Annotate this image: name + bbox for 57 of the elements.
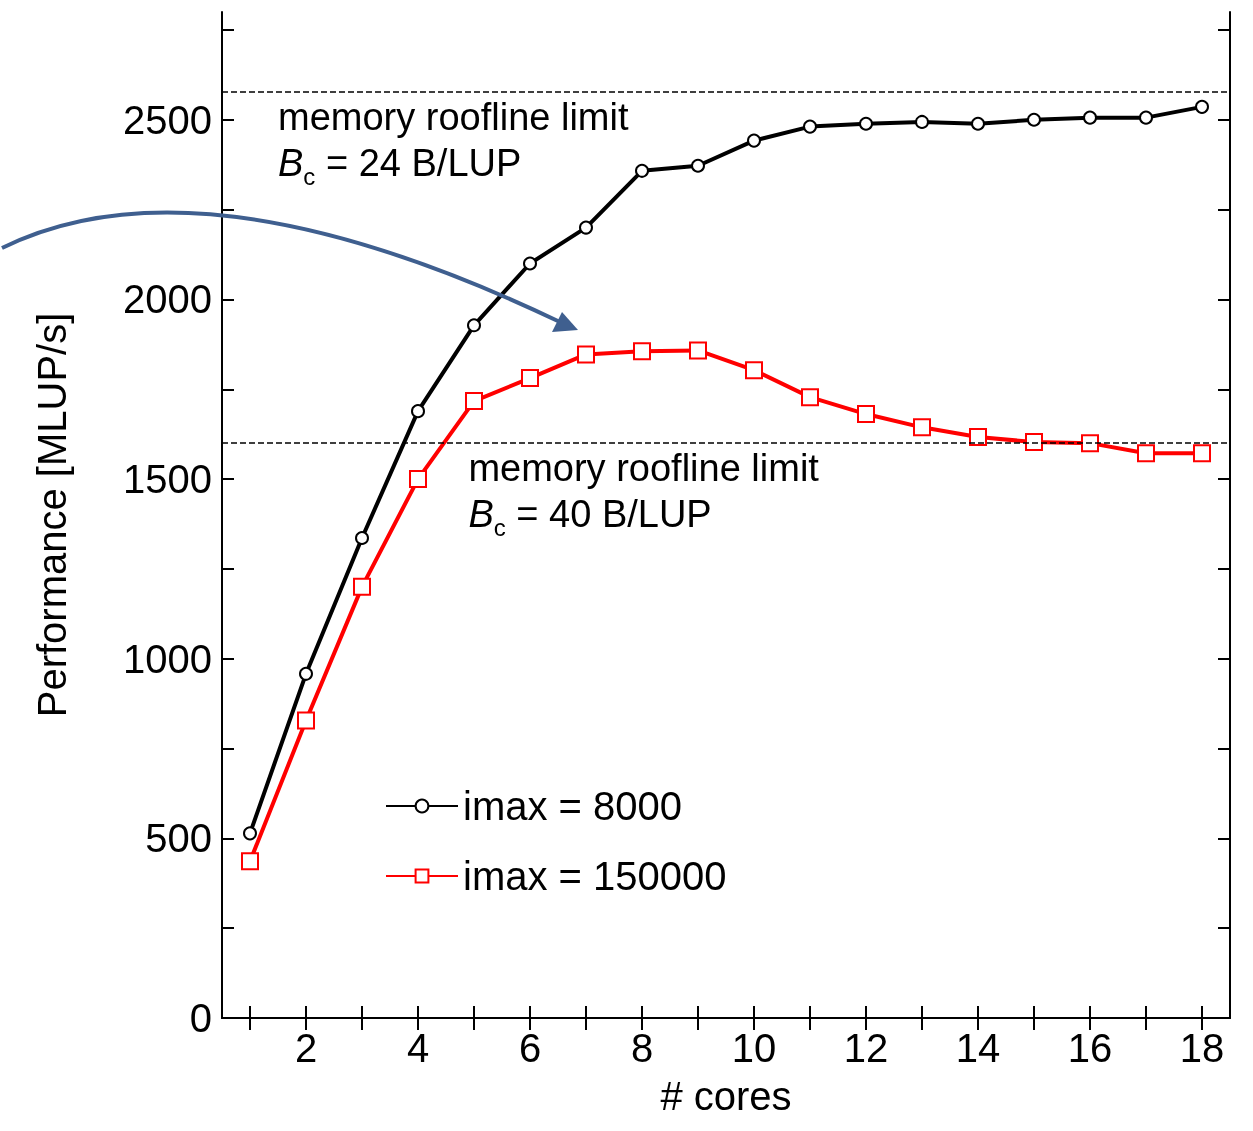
point [689, 341, 707, 360]
point [465, 392, 483, 411]
x-tick-label: 14 [955, 1026, 1001, 1070]
x-tick-label: 4 [406, 1026, 430, 1070]
y-tick-label: 2000 [123, 277, 212, 322]
point [801, 388, 819, 407]
x-tick-label: 8 [630, 1026, 654, 1070]
x-tick-label: 16 [1067, 1026, 1113, 1070]
point [299, 666, 313, 681]
point [577, 345, 595, 364]
point [467, 318, 481, 333]
point [857, 405, 875, 424]
point [803, 119, 817, 134]
point [1081, 434, 1099, 453]
legend-label: imax = 150000 [463, 854, 727, 898]
annotation: memory roofline limit B$_{c}$ = 40 B/LUP [468, 446, 819, 543]
point [969, 428, 987, 447]
point [409, 470, 427, 489]
point [1083, 110, 1097, 125]
point [521, 369, 539, 388]
y-tick-label: 1500 [123, 457, 212, 502]
x-tick-label: 18 [1179, 1026, 1225, 1070]
y-axis-title: Performance [MLUP/s] [30, 312, 74, 718]
x-tick-label: 12 [843, 1026, 889, 1070]
x-tick-label: 2 [294, 1026, 318, 1070]
x-tick-label: 10 [731, 1026, 777, 1070]
point [745, 361, 763, 380]
point [913, 418, 931, 437]
y-tick-label: 2500 [123, 97, 212, 142]
point [971, 116, 985, 131]
point [1193, 444, 1211, 463]
point [1139, 110, 1153, 125]
point [691, 158, 705, 173]
point [1025, 433, 1043, 452]
point [353, 577, 371, 596]
point [747, 133, 761, 148]
point [523, 256, 537, 271]
point [241, 852, 259, 871]
y-tick-label: 1000 [123, 636, 212, 681]
point [635, 163, 649, 178]
point [1195, 99, 1209, 114]
point [633, 342, 651, 361]
y-tick-label: 500 [145, 816, 212, 861]
point [355, 531, 369, 545]
legend-label: imax = 8000 [463, 784, 683, 828]
point [297, 711, 315, 730]
point [1137, 444, 1155, 463]
point [859, 116, 873, 131]
y-tick-label: 0 [189, 996, 212, 1040]
point [411, 404, 425, 419]
point [1027, 112, 1041, 127]
point [915, 114, 929, 129]
point [579, 220, 593, 235]
point [243, 826, 257, 841]
annotation: memory roofline limit B$_{c}$ = 24 B/LUP [278, 94, 629, 192]
x-axis-title: # cores [660, 1074, 792, 1118]
x-tick-label: 6 [518, 1026, 542, 1070]
